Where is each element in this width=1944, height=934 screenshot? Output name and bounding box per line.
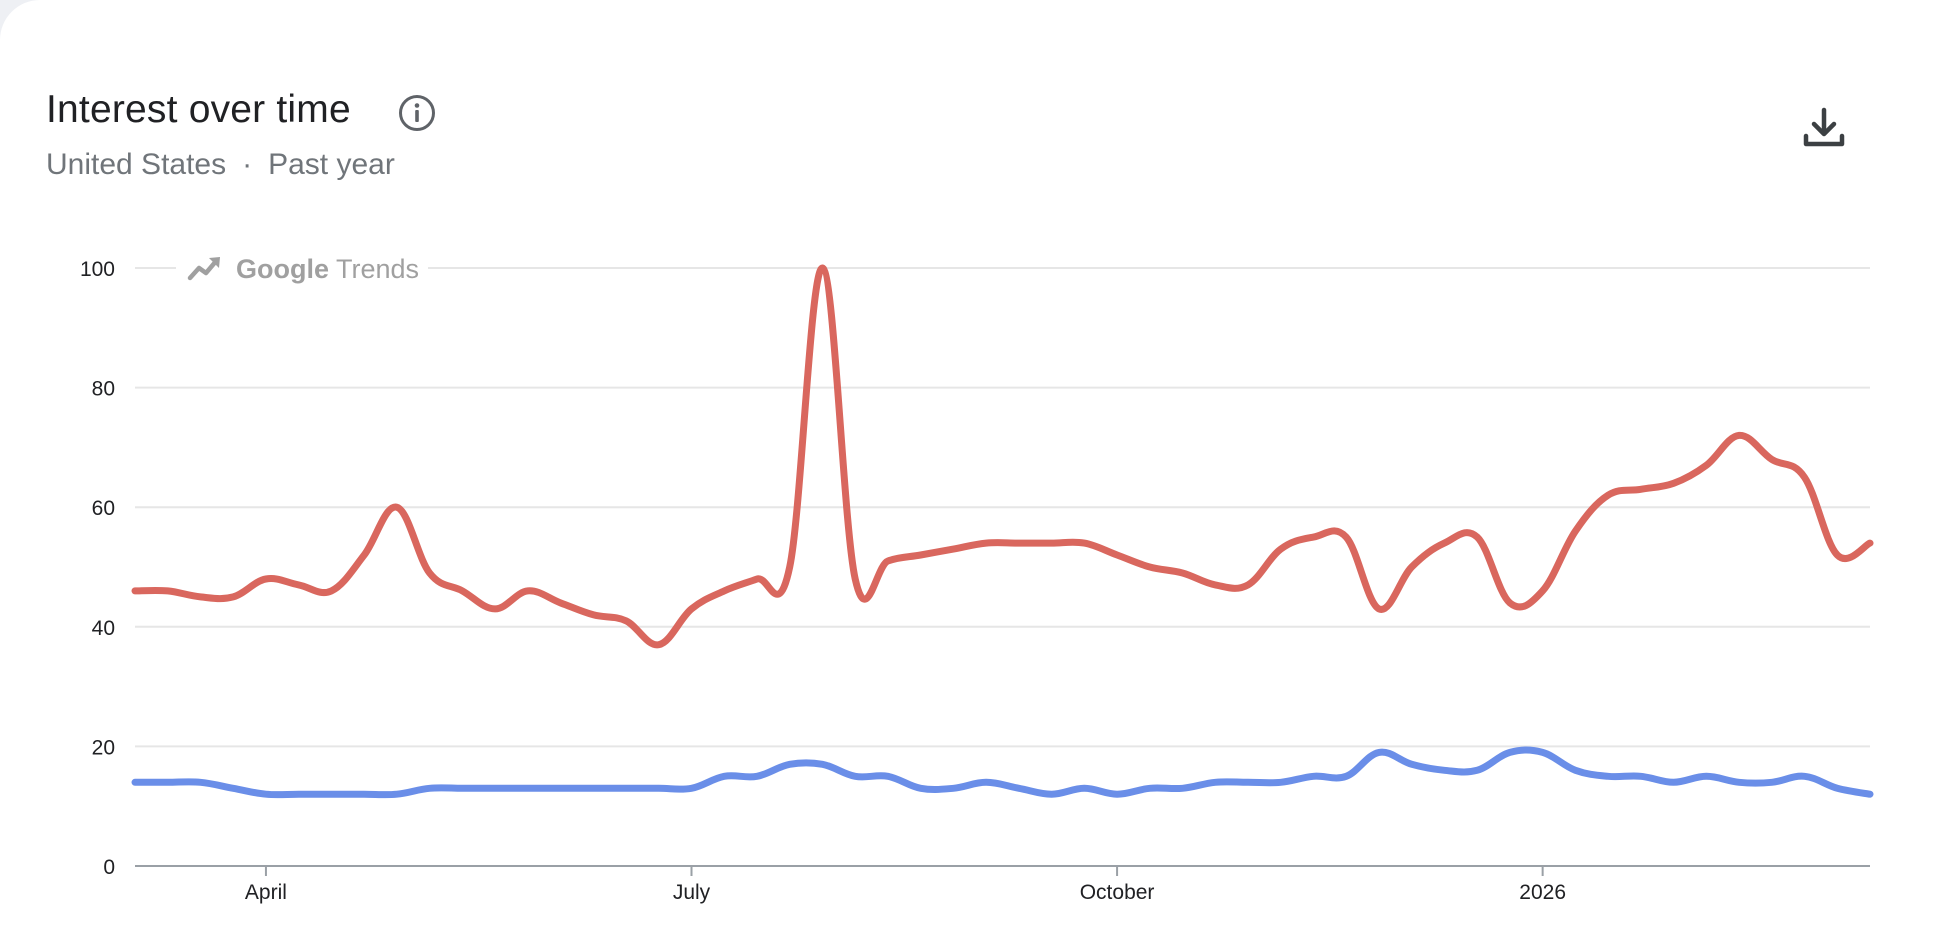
x-tick-label: July — [673, 881, 711, 904]
y-tick-label: 100 — [80, 258, 115, 281]
svg-text:Google Trends: Google Trends — [236, 254, 419, 284]
region-label: United States — [46, 148, 227, 181]
series-line-2 — [131, 746, 1874, 799]
x-tick-label: October — [1080, 881, 1155, 904]
subtitle-separator: · — [242, 148, 253, 181]
watermark-brand-light: Trends — [336, 254, 419, 284]
chart-subtitle: United States · Past year — [46, 148, 395, 182]
info-icon[interactable] — [398, 94, 436, 132]
y-tick-label: 80 — [92, 378, 115, 401]
trend-arrow-icon — [187, 257, 220, 281]
y-tick-label: 60 — [92, 497, 115, 520]
y-tick-label: 20 — [92, 736, 115, 759]
period-label: Past year — [268, 148, 395, 181]
google-trends-watermark: Google Trends — [176, 250, 428, 290]
y-tick-label: 0 — [103, 856, 115, 879]
x-tick-label: 2026 — [1519, 881, 1566, 904]
y-tick-label: 40 — [92, 617, 115, 640]
page-title: Interest over time — [46, 88, 351, 131]
series-line-1 — [131, 264, 1874, 649]
download-icon[interactable] — [1800, 104, 1848, 152]
watermark-brand-bold: Google — [236, 254, 329, 284]
x-tick-label: April — [245, 881, 287, 904]
